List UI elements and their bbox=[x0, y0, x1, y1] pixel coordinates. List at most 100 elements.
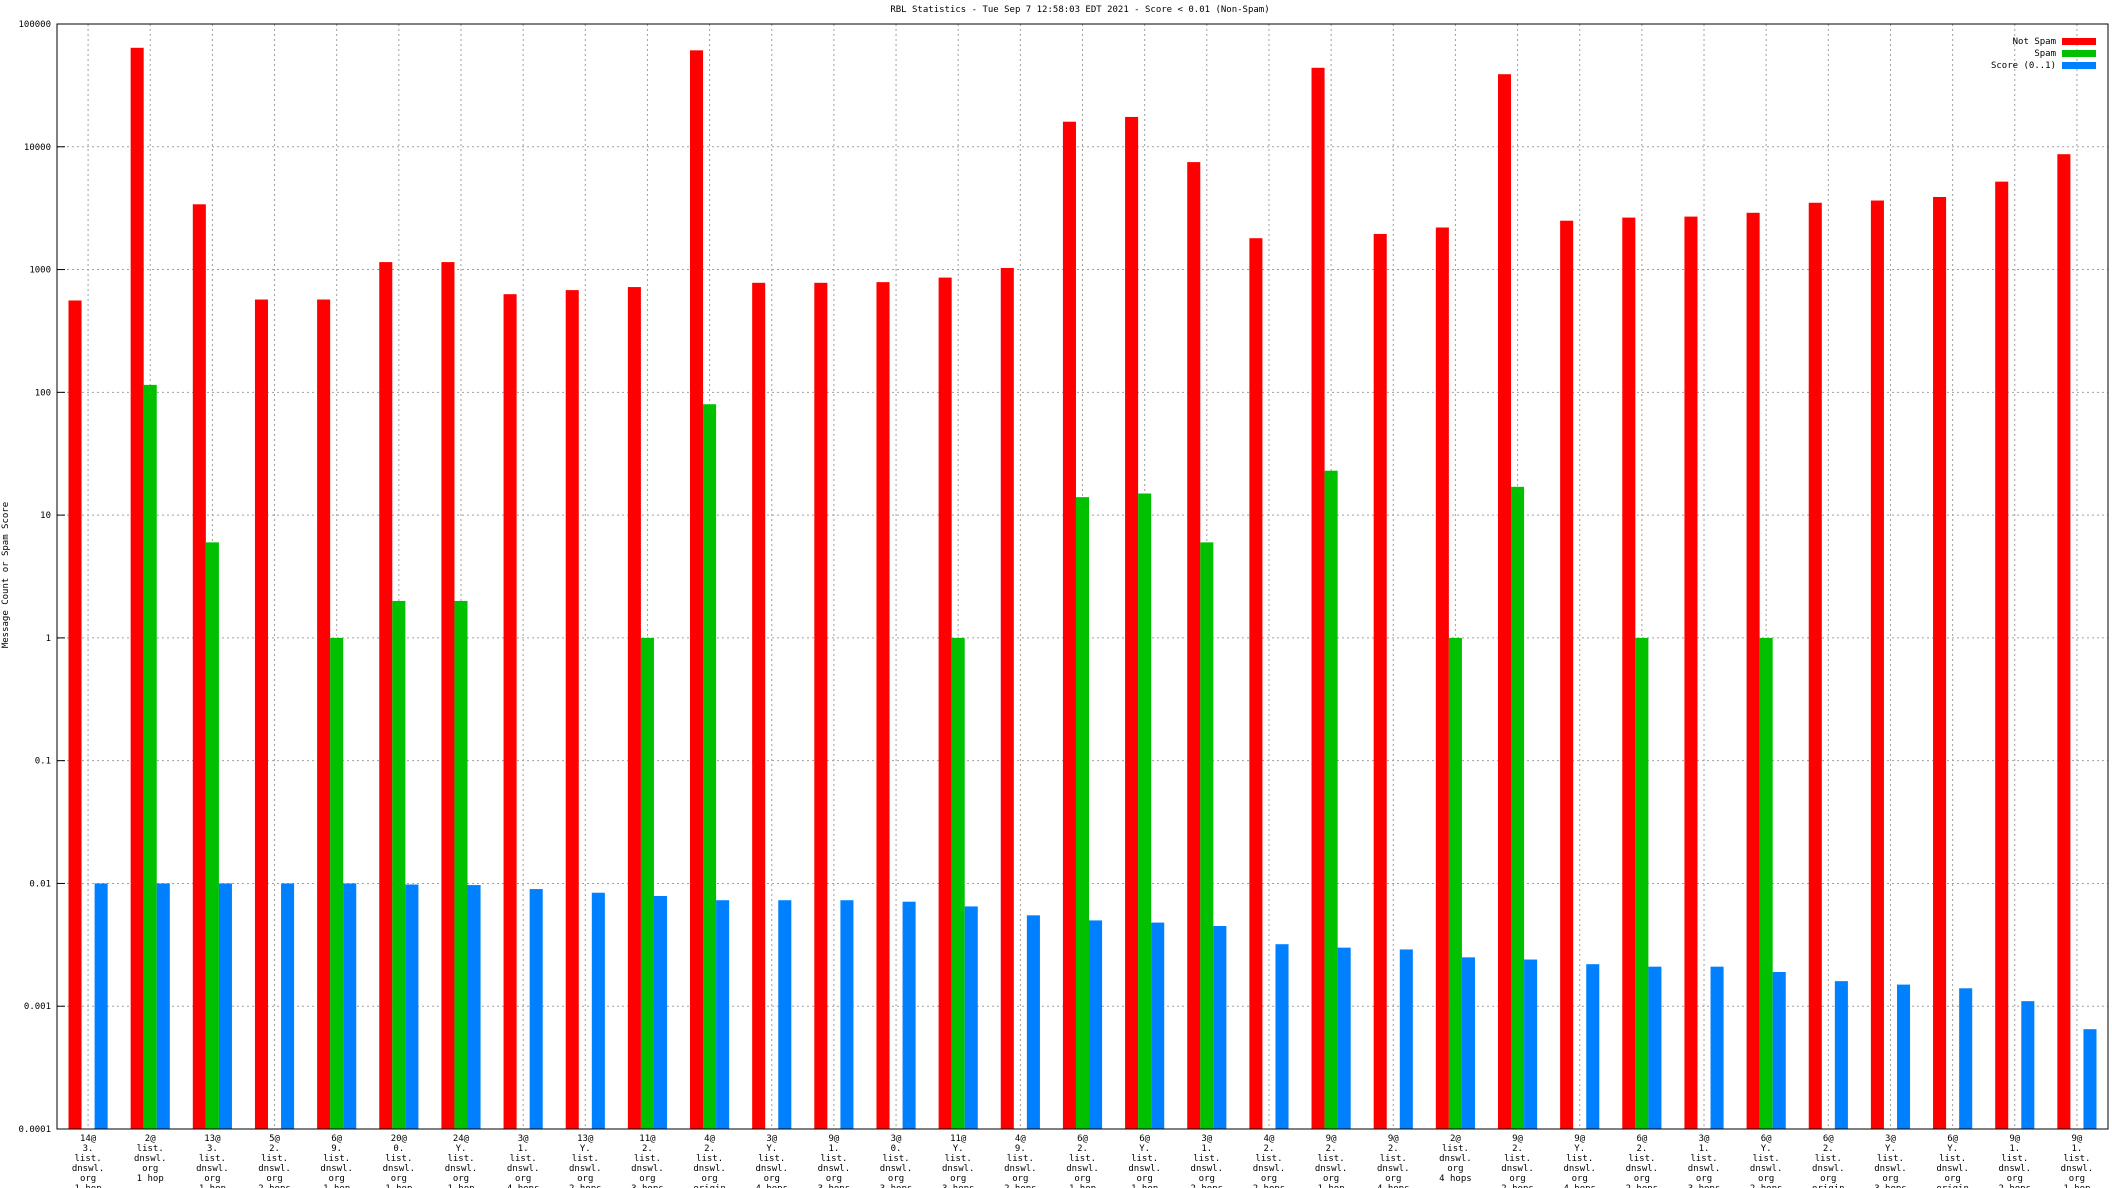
bar bbox=[1311, 67, 1325, 1129]
bar bbox=[330, 637, 344, 1129]
bar bbox=[1138, 493, 1152, 1129]
bar bbox=[1448, 637, 1462, 1129]
legend-swatch bbox=[2062, 38, 2096, 45]
bar bbox=[1995, 181, 2009, 1130]
bar bbox=[529, 889, 543, 1129]
bar bbox=[1089, 920, 1103, 1129]
bar bbox=[951, 637, 965, 1129]
bar bbox=[716, 900, 730, 1129]
bar bbox=[1684, 216, 1698, 1129]
y-tick-label: 0.01 bbox=[29, 879, 51, 889]
bar bbox=[1125, 116, 1139, 1129]
bar bbox=[281, 883, 295, 1129]
y-tick-label: 1 bbox=[46, 634, 51, 644]
x-tick-label: 2@ list. dnswl. org 1 hop bbox=[134, 1134, 167, 1184]
bar bbox=[1524, 959, 1538, 1129]
bar bbox=[392, 600, 406, 1129]
plot-border bbox=[56, 23, 2109, 1130]
bar bbox=[1933, 196, 1947, 1129]
x-tick-label: 2@ list. dnswl. org 4 hops bbox=[1439, 1134, 1472, 1184]
bar bbox=[1870, 200, 1884, 1129]
y-tick-label: 100000 bbox=[18, 20, 51, 30]
bar bbox=[1200, 542, 1214, 1129]
bar bbox=[1062, 121, 1076, 1130]
bar bbox=[902, 901, 916, 1129]
bar bbox=[1772, 971, 1786, 1129]
bar bbox=[1151, 922, 1165, 1129]
bar bbox=[467, 885, 481, 1129]
bar bbox=[94, 883, 108, 1129]
bar bbox=[1213, 926, 1227, 1129]
bar bbox=[156, 883, 170, 1129]
legend-label: Score (0..1) bbox=[1991, 61, 2056, 71]
bar bbox=[1959, 988, 1973, 1129]
y-tick-label: 0.1 bbox=[35, 757, 51, 767]
bar bbox=[565, 290, 579, 1129]
legend-label: Not Spam bbox=[2013, 37, 2056, 47]
bar bbox=[2083, 1029, 2097, 1129]
bar bbox=[218, 883, 232, 1129]
x-tick-label: 6@Y.list.dnswl.orgorigin bbox=[1936, 1134, 1969, 1188]
y-tick-label: 10 bbox=[40, 511, 51, 521]
bar bbox=[1586, 964, 1600, 1129]
x-tick-label: 6@2.list.dnswl.orgorigin bbox=[1812, 1134, 1845, 1188]
bar bbox=[1399, 949, 1413, 1129]
bar bbox=[1373, 233, 1387, 1130]
bar bbox=[254, 299, 269, 1129]
bar bbox=[653, 896, 668, 1129]
bar bbox=[752, 282, 766, 1129]
y-tick-label: 1000 bbox=[29, 266, 51, 276]
y-tick-label: 10000 bbox=[24, 143, 51, 153]
bar bbox=[1435, 227, 1449, 1129]
bar bbox=[503, 294, 517, 1129]
legend-label: Spam bbox=[2034, 49, 2056, 59]
bar bbox=[1759, 637, 1773, 1129]
bar bbox=[143, 384, 157, 1129]
y-tick-label: 100 bbox=[35, 388, 51, 398]
y-axis-label: Message Count or Spam Score bbox=[1, 502, 11, 648]
bar bbox=[1275, 944, 1289, 1129]
bar bbox=[640, 637, 654, 1129]
bar bbox=[1896, 984, 1911, 1129]
bar bbox=[192, 204, 206, 1129]
bar bbox=[1635, 637, 1649, 1129]
bar bbox=[1000, 267, 1014, 1129]
bar bbox=[1511, 486, 1525, 1129]
bar bbox=[1324, 470, 1338, 1129]
bar bbox=[1808, 202, 1822, 1129]
bar bbox=[1461, 957, 1475, 1129]
bar bbox=[130, 47, 144, 1130]
y-tick-label: 0.001 bbox=[24, 1002, 51, 1012]
legend-swatch bbox=[2062, 62, 2096, 69]
bar bbox=[591, 892, 605, 1129]
bar bbox=[1560, 220, 1574, 1129]
bar bbox=[1187, 162, 1201, 1129]
bar bbox=[778, 900, 792, 1129]
bar bbox=[964, 906, 978, 1129]
bar bbox=[1249, 238, 1263, 1130]
bar bbox=[1497, 74, 1512, 1130]
bar bbox=[1746, 212, 1760, 1130]
